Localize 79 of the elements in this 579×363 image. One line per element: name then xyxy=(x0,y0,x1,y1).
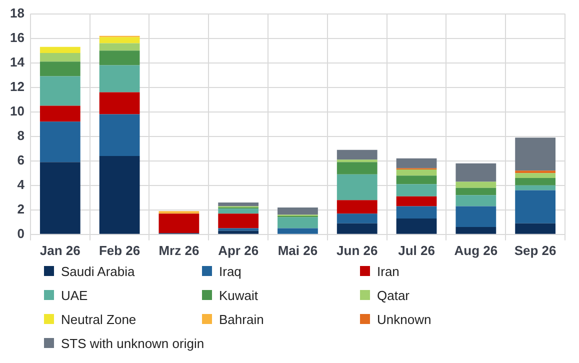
bar xyxy=(99,37,140,44)
bar xyxy=(218,208,259,214)
x-tick-label: Jul 26 xyxy=(398,242,435,258)
bar xyxy=(99,50,140,66)
bar xyxy=(99,114,140,156)
y-tick-label: 2 xyxy=(17,201,24,216)
bar xyxy=(99,92,140,114)
legend-label: Bahrain xyxy=(219,312,264,326)
bar xyxy=(336,174,378,200)
bar xyxy=(396,176,437,184)
bar xyxy=(40,162,80,234)
bar xyxy=(40,62,80,76)
y-tick-label: 6 xyxy=(17,152,24,168)
bar xyxy=(456,163,496,182)
bar xyxy=(99,65,140,92)
bar xyxy=(336,223,378,234)
legend-label: Iraq xyxy=(219,264,242,278)
bar xyxy=(336,150,378,160)
bar xyxy=(515,185,556,190)
bar xyxy=(515,170,556,174)
x-tick-label: Feb 26 xyxy=(98,242,140,258)
bar xyxy=(278,228,318,234)
x-tick-label: Aug 26 xyxy=(454,242,498,258)
y-tick-label: 4 xyxy=(17,176,26,192)
bar xyxy=(515,178,556,186)
bar xyxy=(396,184,437,196)
y-tick-label: 14 xyxy=(10,54,26,70)
x-tick-label: Jun 26 xyxy=(336,242,378,258)
x-tick-label: Apr 26 xyxy=(218,242,259,258)
bar xyxy=(515,173,556,178)
x-tick-label: Mai 26 xyxy=(278,242,318,258)
legend-label: Kuwait xyxy=(219,288,258,302)
legend-label: Iran xyxy=(377,264,400,278)
bar xyxy=(40,106,80,122)
bar xyxy=(336,214,378,224)
bar xyxy=(278,207,318,215)
bar xyxy=(336,160,378,162)
bar xyxy=(456,188,496,196)
bar xyxy=(278,217,318,228)
bar xyxy=(456,195,496,206)
bar xyxy=(40,122,80,162)
bar xyxy=(396,169,437,176)
bar xyxy=(396,158,437,168)
bar xyxy=(99,156,140,234)
legend-label: UAE xyxy=(61,288,88,302)
legend-label: Saudi Arabia xyxy=(61,264,135,278)
bar xyxy=(40,53,80,62)
bar xyxy=(336,200,378,214)
y-tick-label: 16 xyxy=(10,30,24,45)
bar xyxy=(396,206,437,218)
bar xyxy=(396,218,437,234)
y-tick-label: 8 xyxy=(17,128,24,143)
y-tick-label: 0 xyxy=(17,226,24,241)
bar xyxy=(515,223,556,234)
bar xyxy=(99,43,140,51)
bar xyxy=(456,227,496,234)
y-tick-label: 18 xyxy=(10,5,24,20)
y-tick-label: 10 xyxy=(10,103,24,118)
bar xyxy=(515,138,556,171)
bar xyxy=(158,214,200,234)
bar xyxy=(456,182,496,188)
bar xyxy=(456,206,496,228)
bar xyxy=(40,76,80,106)
bar xyxy=(396,196,437,206)
x-tick-label: Jan 26 xyxy=(40,242,80,258)
bar xyxy=(158,211,200,214)
bar xyxy=(515,190,556,224)
legend-label: STS with unknown origin xyxy=(61,336,204,350)
bar xyxy=(336,162,378,174)
legend-label: Neutral Zone xyxy=(61,312,136,326)
bar xyxy=(218,230,259,234)
legend-label: Qatar xyxy=(377,288,410,302)
bar xyxy=(218,202,259,206)
bar xyxy=(40,46,80,54)
x-tick-label: Sep 26 xyxy=(514,242,556,258)
x-tick-label: Mrz 26 xyxy=(158,242,200,258)
legend-label: Unknown xyxy=(377,312,432,326)
y-tick-label: 12 xyxy=(10,78,24,94)
bar xyxy=(218,214,259,228)
